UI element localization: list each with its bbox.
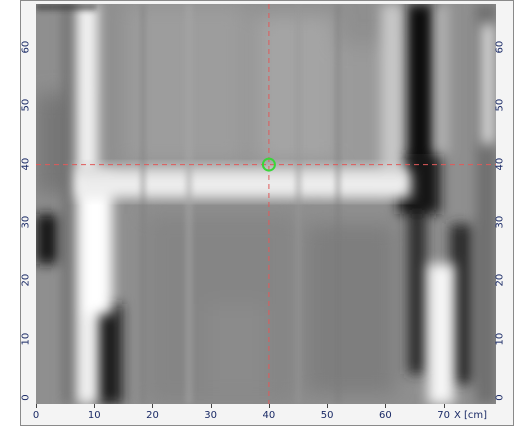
x-tick-mark (210, 404, 212, 408)
x-tick-label: 10 (87, 410, 101, 421)
x-tick-mark (385, 404, 387, 408)
y-tick-left-label: 30 (20, 215, 32, 229)
y-tick-right-label: 20 (494, 274, 506, 287)
x-tick-mark (268, 404, 270, 408)
y-tick-right-label: 60 (494, 40, 506, 54)
y-tick-left-label: 0 (20, 394, 32, 401)
x-tick-label: 50 (320, 410, 334, 421)
y-tick-right-label: 40 (494, 157, 506, 171)
x-tick-label: 20 (146, 410, 159, 421)
y-tick-left-label: 40 (20, 157, 32, 171)
y-tick-right-label: 0 (494, 394, 506, 401)
x-tick-mark (36, 404, 37, 408)
x-tick-mark (94, 404, 96, 408)
x-tick-label: 70 (437, 410, 450, 421)
y-tick-left-label: 20 (20, 274, 32, 287)
x-tick-label: 0 (32, 410, 40, 421)
x-axis-unit: X [cm] (454, 410, 488, 421)
x-tick-mark (327, 404, 329, 408)
x-tick-label: 40 (262, 410, 276, 421)
cursor-marker[interactable] (261, 157, 276, 172)
x-tick-label: 60 (378, 410, 392, 421)
y-tick-right-label: 10 (494, 332, 506, 346)
y-tick-left-label: 10 (20, 332, 32, 346)
y-tick-right-label: 30 (494, 215, 506, 229)
y-tick-left-label: 50 (20, 98, 32, 112)
scan-viewport[interactable] (36, 4, 496, 404)
y-tick-left-label: 60 (20, 40, 32, 54)
y-tick-right-label: 50 (494, 98, 506, 112)
x-tick-mark (443, 404, 445, 408)
scan-image (36, 4, 496, 404)
x-tick-mark (152, 404, 154, 408)
x-tick-label: 30 (204, 410, 218, 421)
